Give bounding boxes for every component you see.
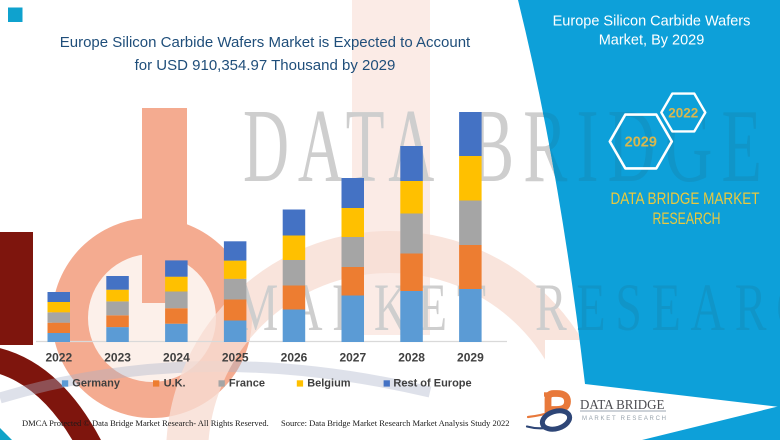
svg-text:Europe Silicon Carbide Wafers: Europe Silicon Carbide Wafers Market is … [60, 34, 471, 51]
svg-text:Rest of Europe: Rest of Europe [393, 378, 471, 390]
svg-text:2024: 2024 [163, 350, 190, 364]
svg-text:Europe Silicon Carbide Wafers: Europe Silicon Carbide Wafers [553, 14, 751, 30]
svg-text:France: France [229, 378, 265, 390]
svg-text:DMCA Protected © Data Bridge M: DMCA Protected © Data Bridge Market Rese… [22, 418, 269, 428]
svg-text:2026: 2026 [281, 350, 308, 364]
svg-text:2022: 2022 [668, 106, 698, 121]
svg-text:Market, By 2029: Market, By 2029 [599, 33, 705, 49]
svg-text:Source: Data Bridge Market Res: Source: Data Bridge Market Research Mark… [281, 418, 510, 428]
svg-text:2025: 2025 [222, 350, 249, 364]
svg-text:2029: 2029 [457, 350, 484, 364]
svg-text:BRIDGE: BRIDGE [470, 88, 771, 204]
svg-text:MARKET RESEARCH: MARKET RESEARCH [582, 416, 666, 422]
svg-text:for USD 910,354.97 Thousand by: for USD 910,354.97 Thousand by 2029 [135, 57, 396, 74]
svg-text:Belgium: Belgium [307, 378, 351, 390]
svg-text:DATA BRIDGE MARKET: DATA BRIDGE MARKET [611, 190, 760, 208]
svg-text:U.K.: U.K. [164, 378, 186, 390]
svg-text:2029: 2029 [625, 135, 657, 151]
svg-text:2027: 2027 [339, 350, 366, 364]
svg-text:Germany: Germany [72, 378, 121, 390]
svg-text:2028: 2028 [398, 350, 425, 364]
svg-text:2022: 2022 [45, 350, 72, 364]
svg-text:2023: 2023 [104, 350, 131, 364]
svg-text:RESEARCH: RESEARCH [653, 210, 721, 228]
svg-text:DATA BRIDGE: DATA BRIDGE [580, 397, 665, 412]
svg-text:MARKET: MARKET [236, 270, 496, 345]
